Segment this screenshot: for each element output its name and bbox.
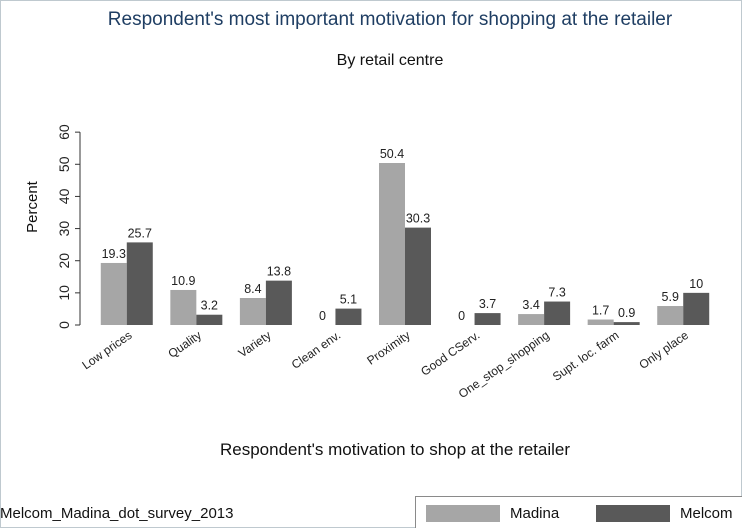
data-label: 0: [319, 309, 326, 323]
bar-melcom: [544, 301, 571, 325]
category-label: Variety: [236, 328, 274, 360]
y-tick-label: 60: [56, 124, 72, 140]
source-note: Melcom_Madina_dot_survey_2013: [0, 505, 234, 522]
legend-label-madina: Madina: [510, 504, 560, 522]
category-label: Low prices: [79, 328, 134, 372]
y-tick-label: 10: [56, 285, 72, 301]
data-label: 10: [689, 277, 703, 291]
legend-swatch-madina: [426, 504, 500, 522]
legend-item-melcom: Melcom: [596, 503, 733, 523]
legend-label-melcom: Melcom: [680, 504, 733, 522]
bar-madina: [239, 298, 266, 325]
data-label: 3.4: [522, 298, 539, 312]
data-label: 8.4: [244, 282, 261, 296]
legend: Madina Melcom: [415, 496, 742, 528]
bar-chart: 0 10 20 30 40 50 60 19.325.7 10.9 3.2 8.4 13.8 0 5.1…: [24, 124, 710, 401]
category-labels: Low prices Quality Variety Clean env. Proxim…: [79, 328, 691, 401]
y-axis-label: Percent: [24, 180, 41, 233]
data-label: 19.3: [102, 247, 126, 261]
bar-madina: [100, 262, 127, 325]
bar-madina: [657, 306, 684, 325]
y-axis: 0 10 20 30 40 50 60: [56, 124, 81, 329]
bar-madina: [587, 319, 614, 325]
bar-madina: [518, 314, 545, 325]
data-labels: 19.325.7 10.9 3.2 8.4 13.8 0 5.1 50.4 30.3 0 3.7 3.…: [102, 147, 704, 323]
y-tick-label: 50: [56, 156, 72, 172]
data-label: 50.4: [380, 147, 404, 161]
legend-item-madina: Madina: [426, 503, 559, 523]
data-label: 5.1: [340, 293, 357, 307]
data-label: 30.3: [406, 212, 430, 226]
category-label: Quality: [165, 328, 204, 361]
data-label: 0: [458, 309, 465, 323]
category-label: Proximity: [364, 328, 412, 368]
bar-melcom: [474, 313, 501, 325]
data-label: 7.3: [548, 286, 565, 300]
bar-madina: [170, 289, 197, 325]
data-label: 25.7: [128, 226, 152, 240]
bar-melcom: [683, 292, 710, 325]
legend-swatch-melcom: [596, 504, 670, 522]
bar-melcom: [126, 242, 153, 325]
data-label: 0.9: [618, 306, 635, 320]
y-tick-label: 20: [56, 253, 72, 269]
data-label: 5.9: [662, 290, 679, 304]
bar-melcom: [405, 227, 431, 325]
category-label: Good CServ.: [418, 328, 482, 379]
y-tick-label: 30: [56, 221, 72, 237]
category-label: Only place: [636, 328, 691, 372]
bar-madina: [379, 163, 405, 325]
bar-melcom: [265, 280, 292, 325]
chart-title: Respondent's most important motivation f…: [107, 9, 673, 30]
category-label: Supt. loc. farm: [550, 328, 621, 384]
y-tick-label: 0: [56, 321, 72, 329]
bars: [100, 163, 710, 325]
data-label: 3.7: [479, 297, 496, 311]
category-label: Clean env.: [289, 328, 343, 372]
y-tick-label: 40: [56, 188, 72, 204]
bar-melcom: [613, 322, 640, 325]
data-label: 1.7: [592, 304, 609, 318]
chart-subtitle: By retail centre: [336, 52, 444, 69]
bar-melcom: [196, 314, 223, 325]
x-axis-label: Respondent's motivation to shop at the r…: [219, 440, 571, 459]
data-label: 3.2: [201, 299, 218, 313]
data-label: 10.9: [171, 274, 195, 288]
data-label: 13.8: [267, 265, 291, 279]
bar-melcom: [335, 308, 362, 325]
